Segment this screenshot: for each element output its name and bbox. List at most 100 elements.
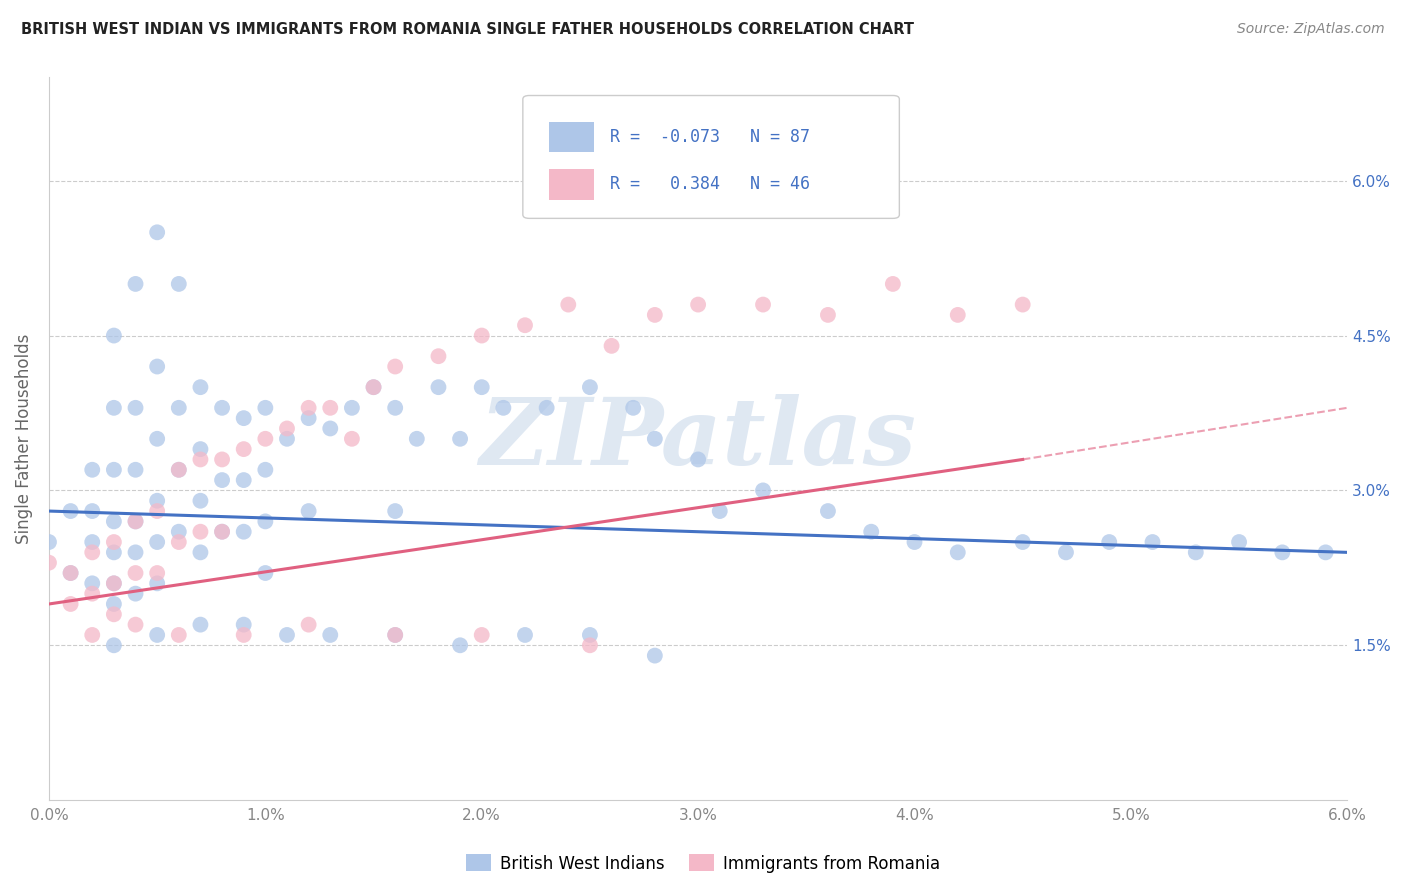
Point [103,576,125,591]
Point [190,442,212,456]
Point [167,277,190,291]
Point [644,648,666,663]
Point [167,463,190,477]
Point [82,587,104,601]
Point [211,401,233,415]
Point [1184,545,1206,559]
Text: Source: ZipAtlas.com: Source: ZipAtlas.com [1237,22,1385,37]
Point [644,432,666,446]
Point [1227,535,1250,549]
Point [471,380,494,394]
Point [82,545,104,559]
Point [59,597,82,611]
Point [167,463,190,477]
Point [276,432,298,446]
Point [298,401,321,415]
Point [103,328,125,343]
Point [254,463,277,477]
FancyBboxPatch shape [548,121,595,152]
Text: ZIPatlas: ZIPatlas [479,393,917,483]
Point [103,638,125,652]
Point [1142,535,1164,549]
Point [1315,545,1337,559]
Point [82,576,104,591]
Point [232,442,254,456]
Point [298,617,321,632]
Point [298,504,321,518]
Point [709,504,731,518]
Point [59,566,82,580]
Point [124,587,146,601]
Point [254,432,277,446]
FancyBboxPatch shape [523,95,900,219]
Point [254,401,277,415]
Point [124,617,146,632]
Point [82,504,104,518]
Point [1271,545,1294,559]
Point [232,628,254,642]
Point [59,566,82,580]
Point [103,576,125,591]
Point [146,535,169,549]
Point [38,535,60,549]
Point [211,524,233,539]
Point [82,535,104,549]
Point [82,463,104,477]
Point [190,493,212,508]
Point [1011,535,1033,549]
Text: R =  -0.073   N = 87: R = -0.073 N = 87 [610,128,810,145]
Point [103,401,125,415]
Point [752,483,775,498]
Point [471,628,494,642]
Point [190,380,212,394]
Point [405,432,427,446]
Point [82,628,104,642]
Point [688,297,710,311]
Point [103,535,125,549]
Point [254,566,277,580]
FancyBboxPatch shape [548,169,595,200]
Point [124,545,146,559]
Point [38,556,60,570]
Point [384,359,406,374]
Point [363,380,385,394]
Point [190,545,212,559]
Point [513,318,536,333]
Point [211,524,233,539]
Point [340,432,363,446]
Text: R =   0.384   N = 46: R = 0.384 N = 46 [610,176,810,194]
Point [190,524,212,539]
Point [579,380,602,394]
Point [146,225,169,239]
Point [167,401,190,415]
Point [232,524,254,539]
Point [384,628,406,642]
Point [319,628,342,642]
Point [860,524,883,539]
Point [319,401,342,415]
Point [276,628,298,642]
Point [211,452,233,467]
Point [190,452,212,467]
Point [384,401,406,415]
Point [146,576,169,591]
Point [621,401,644,415]
Point [363,380,385,394]
Point [211,473,233,487]
Point [124,463,146,477]
Point [752,297,775,311]
Point [167,535,190,549]
Point [384,628,406,642]
Point [579,638,602,652]
Point [167,524,190,539]
Point [471,328,494,343]
Point [254,515,277,529]
Point [340,401,363,415]
Point [427,349,450,363]
Point [146,359,169,374]
Point [59,504,82,518]
Point [817,504,839,518]
Point [124,401,146,415]
Point [146,432,169,446]
Point [644,308,666,322]
